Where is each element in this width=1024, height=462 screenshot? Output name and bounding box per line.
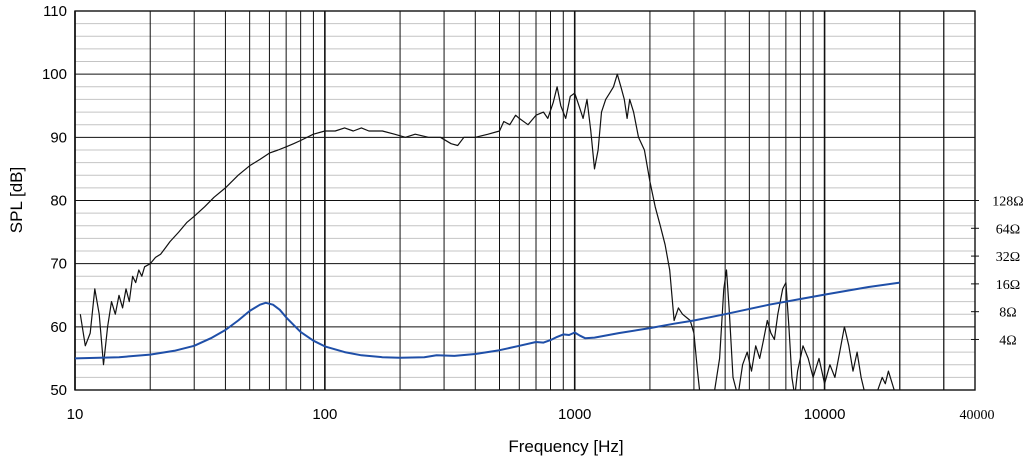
y-tick-label: 60 <box>50 319 67 336</box>
spl-curve <box>79 73 895 390</box>
y-axis-label: SPL [dB] <box>7 167 26 233</box>
impedance-axis-labels: 128Ω 64Ω 32Ω 16Ω 8Ω 4Ω <box>971 195 1024 348</box>
y-tick-label: 80 <box>50 193 67 210</box>
impedance-tick-label: 64Ω <box>996 222 1020 237</box>
y-tick-label: 100 <box>42 66 67 83</box>
y-tick-label: 110 <box>43 3 67 20</box>
x-tick-label: 1000 <box>558 406 591 423</box>
impedance-tick-label: 4Ω <box>999 333 1016 348</box>
x-tick-label: 10 <box>67 406 84 423</box>
impedance-curve <box>75 281 900 360</box>
series-layer <box>75 73 900 390</box>
x-tick-label: 10000 <box>804 406 846 423</box>
x-tick-label: 100 <box>312 406 337 423</box>
impedance-tick-label: 8Ω <box>999 306 1016 321</box>
x-tick-labels: 10 100 1000 10000 40000 <box>67 406 995 423</box>
y-tick-label: 50 <box>50 382 67 399</box>
x-tick-label: 40000 <box>960 408 995 423</box>
impedance-tick-label: 16Ω <box>996 278 1020 293</box>
y-tick-label: 70 <box>50 256 67 273</box>
impedance-tick-label: 32Ω <box>996 250 1020 265</box>
y-tick-labels: 50 60 70 80 90 100 110 <box>42 3 67 399</box>
impedance-tick-label: 128Ω <box>992 195 1023 210</box>
y-tick-label: 90 <box>50 129 67 146</box>
x-axis-label: Frequency [Hz] <box>508 437 623 456</box>
